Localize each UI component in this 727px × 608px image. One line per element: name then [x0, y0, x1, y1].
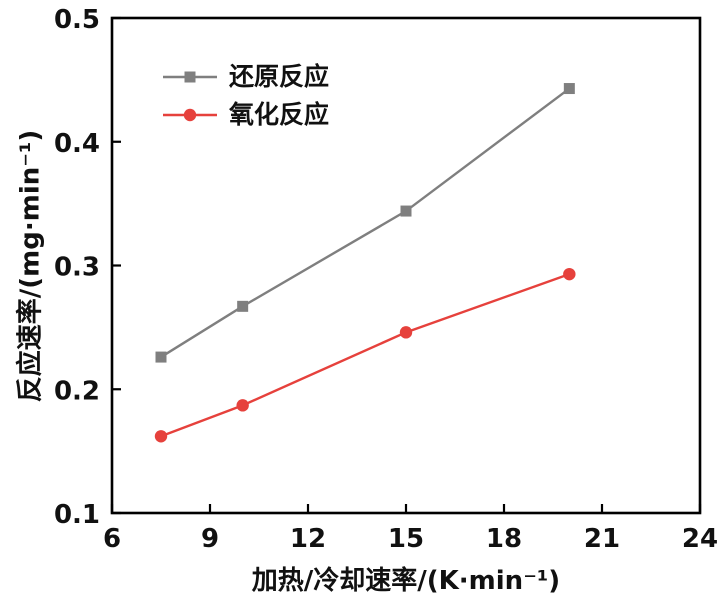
series-1-circle-marker [399, 326, 413, 339]
x-axis-label: 加热/冷却速率/(K·min⁻¹) [251, 566, 561, 596]
x-tick-label: 24 [682, 524, 718, 554]
y-tick-label: 0.2 [54, 376, 100, 406]
y-tick-label: 0.4 [54, 129, 100, 159]
y-tick-label: 0.1 [54, 500, 100, 530]
y-axis-label: 反应速率/(mg·min⁻¹) [15, 129, 46, 403]
y-tick-label: 0.3 [54, 253, 100, 283]
legend-circle-marker-icon [163, 108, 217, 121]
series-0-square-marker [563, 83, 575, 95]
x-tick-label: 9 [201, 524, 219, 554]
y-tick-label: 0.5 [54, 5, 100, 35]
x-tick-label: 15 [388, 524, 424, 554]
x-tick-label: 12 [290, 524, 326, 554]
legend-item-1: 氧化反应 [163, 102, 329, 127]
series-0-square-marker [400, 205, 412, 217]
series-0-square-marker [155, 351, 167, 363]
series-1-circle-marker [154, 430, 168, 443]
series-0-square-marker [237, 300, 249, 312]
legend-item-0: 还原反应 [163, 64, 329, 89]
legend-label-1: 氧化反应 [229, 100, 330, 129]
legend-square-marker-icon [163, 71, 217, 82]
legend: 还原反应 氧化反应 [163, 64, 329, 127]
legend-label-0: 还原反应 [229, 62, 330, 91]
x-tick-label: 6 [103, 524, 121, 554]
series-line-0 [160, 87, 571, 359]
series-1-circle-marker [236, 399, 249, 412]
series-line-1 [160, 273, 570, 438]
series-1-circle-marker [563, 267, 576, 281]
x-tick-label: 21 [584, 524, 620, 554]
x-tick-label: 18 [486, 524, 522, 554]
